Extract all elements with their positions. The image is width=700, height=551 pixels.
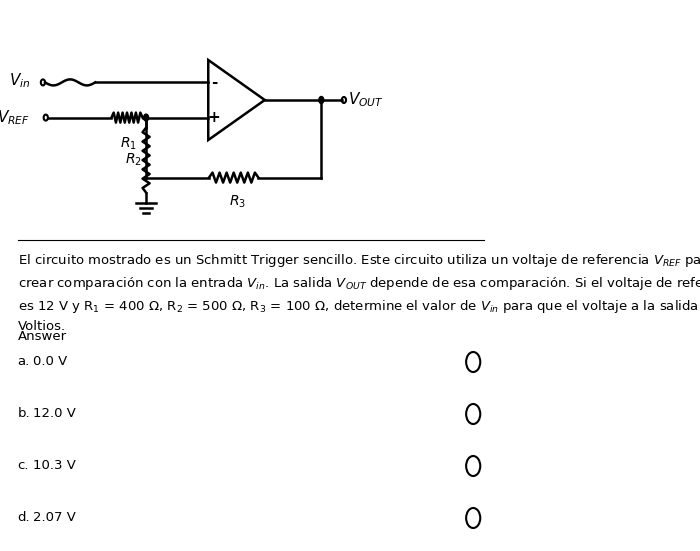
- Text: $V_{in}$: $V_{in}$: [9, 71, 30, 90]
- Text: a.: a.: [18, 355, 30, 368]
- Text: $V_{OUT}$: $V_{OUT}$: [348, 91, 384, 109]
- Text: 2.07 V: 2.07 V: [33, 511, 76, 524]
- Text: $R_3$: $R_3$: [229, 193, 246, 210]
- Text: c.: c.: [18, 459, 29, 472]
- Text: 0.0 V: 0.0 V: [33, 355, 67, 368]
- Text: Answer: Answer: [18, 330, 66, 343]
- Text: 12.0 V: 12.0 V: [33, 407, 76, 420]
- Text: 10.3 V: 10.3 V: [33, 459, 76, 472]
- Text: +: +: [207, 110, 220, 125]
- Text: b.: b.: [18, 407, 30, 420]
- Text: d.: d.: [18, 511, 30, 524]
- Text: $R_1$: $R_1$: [120, 136, 137, 152]
- Text: -: -: [211, 75, 217, 90]
- Circle shape: [144, 114, 148, 121]
- Text: $R_2$: $R_2$: [125, 152, 142, 168]
- Text: El circuito mostrado es un Schmitt Trigger sencillo. Este circuito utiliza un vo: El circuito mostrado es un Schmitt Trigg…: [18, 252, 700, 333]
- Circle shape: [318, 96, 324, 104]
- Text: $V_{REF}$: $V_{REF}$: [0, 108, 30, 127]
